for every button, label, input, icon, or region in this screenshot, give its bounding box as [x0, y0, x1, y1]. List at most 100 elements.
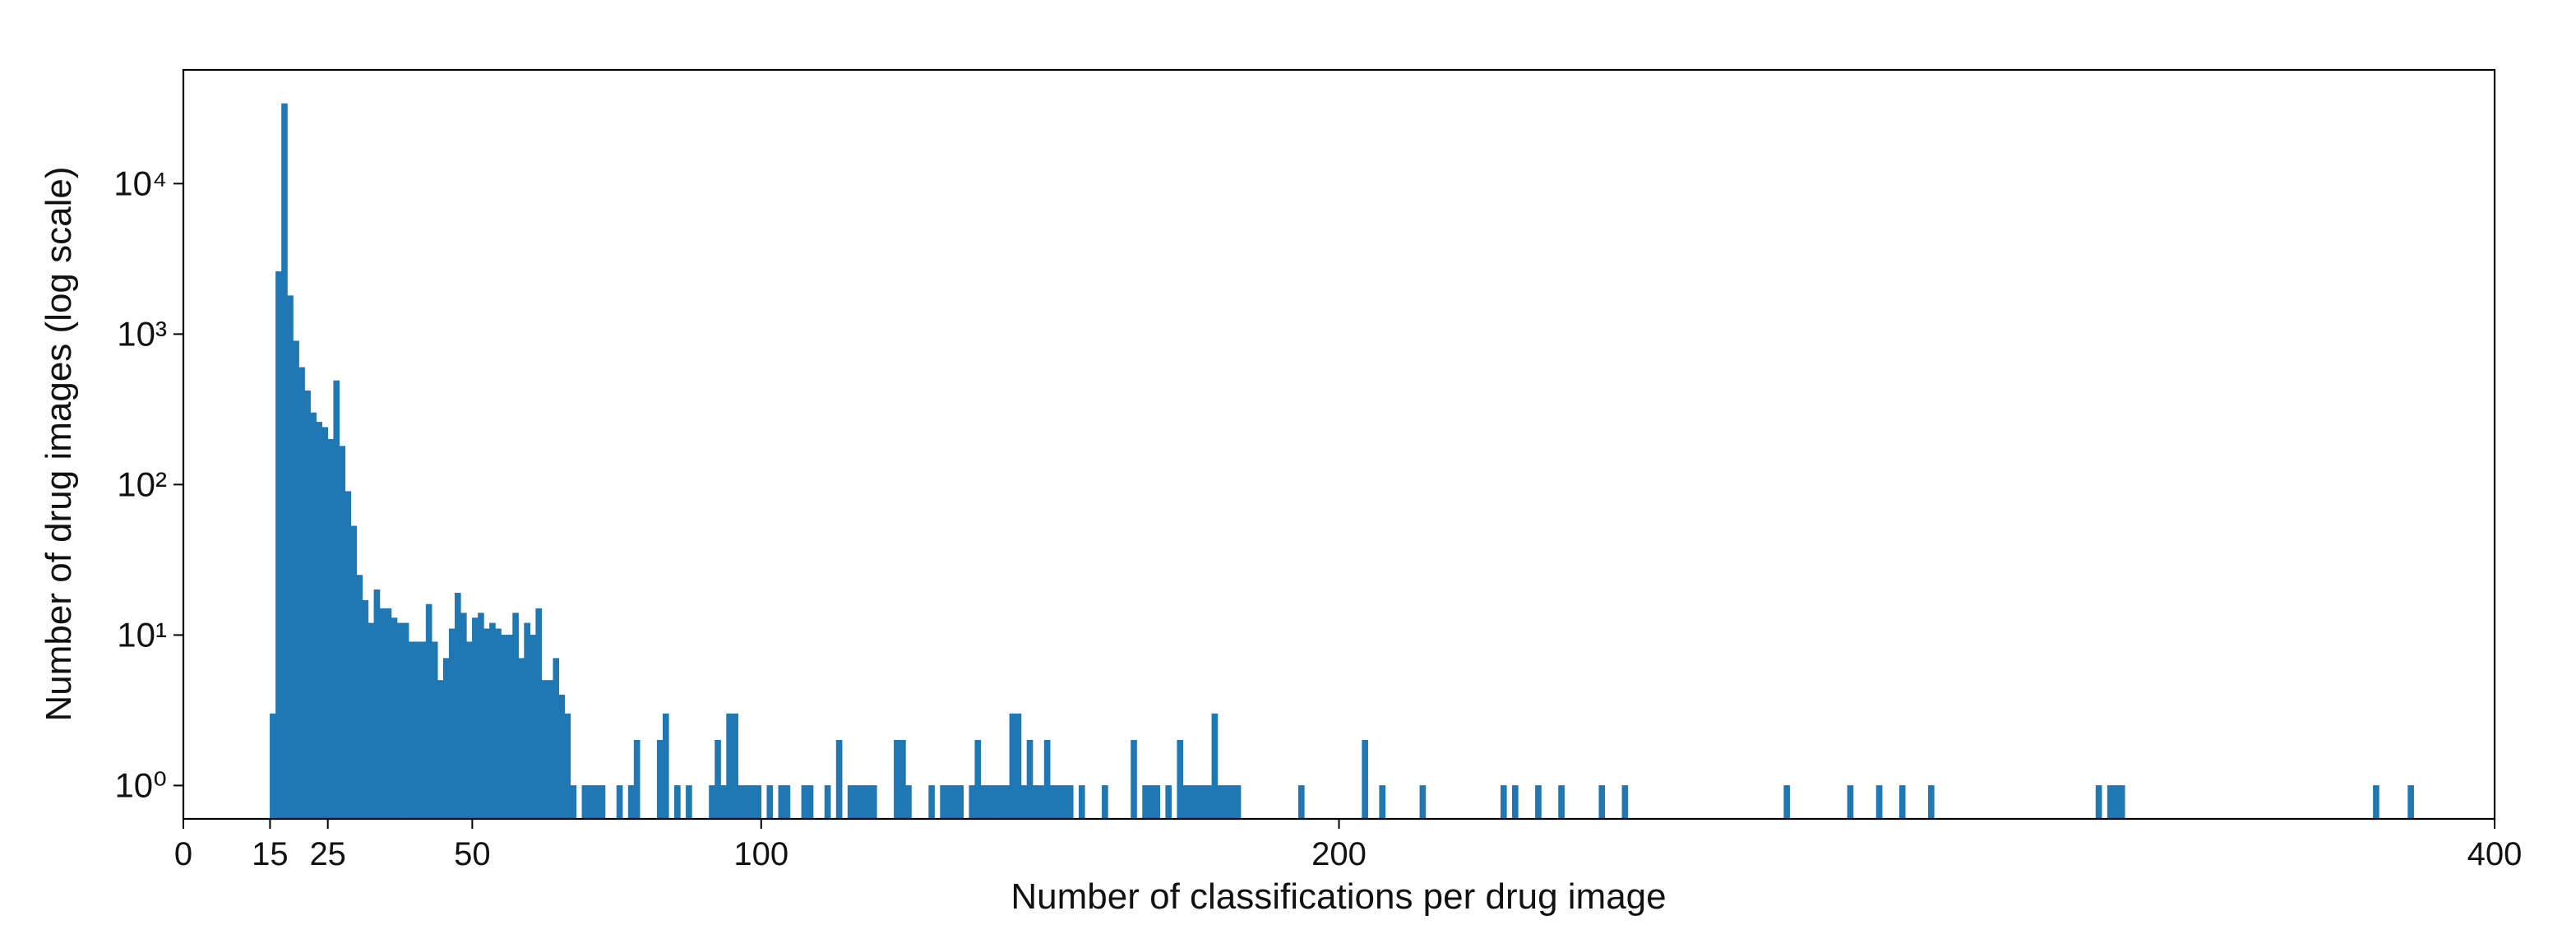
bar — [287, 295, 294, 820]
bar — [402, 622, 409, 820]
bar — [2095, 785, 2102, 820]
bar — [442, 658, 450, 820]
bar — [541, 680, 548, 820]
bar — [986, 785, 993, 820]
bar — [1049, 785, 1057, 820]
bar — [1020, 785, 1028, 820]
bar — [478, 613, 484, 820]
bar — [373, 589, 381, 820]
x-axis-label: Number of classifications per drug image — [1011, 876, 1666, 917]
bar — [518, 658, 525, 820]
bar — [437, 680, 444, 820]
bar — [755, 785, 762, 820]
bar — [466, 641, 473, 820]
bar — [333, 380, 340, 820]
bar — [1211, 713, 1219, 820]
bar — [858, 785, 866, 820]
bar — [928, 785, 935, 820]
bar — [581, 785, 589, 820]
bar — [766, 785, 774, 820]
bar — [460, 613, 467, 820]
bar — [997, 785, 1005, 820]
bar — [1177, 740, 1184, 820]
bar — [489, 622, 496, 820]
bar — [379, 608, 386, 820]
bar — [1003, 785, 1011, 820]
bar — [1298, 785, 1305, 820]
x-tick-label: 0 — [174, 836, 192, 872]
bar — [310, 412, 317, 820]
bar — [350, 525, 358, 820]
bar — [321, 427, 328, 820]
bar — [662, 713, 669, 820]
bar — [1898, 785, 1906, 820]
bar — [1043, 740, 1051, 820]
bar — [1783, 785, 1790, 820]
bar — [448, 628, 456, 820]
bar — [495, 628, 502, 820]
bar — [339, 446, 346, 820]
bar — [1847, 785, 1854, 820]
bar — [784, 785, 791, 820]
bar — [951, 785, 958, 820]
bar — [726, 713, 733, 820]
bar — [535, 608, 543, 820]
bar — [1154, 785, 1160, 820]
bar — [512, 613, 519, 820]
bar — [1055, 785, 1062, 820]
bar — [1038, 785, 1045, 820]
bar — [627, 785, 635, 820]
bar — [530, 635, 536, 820]
bar — [980, 785, 987, 820]
bar — [419, 641, 427, 820]
bar — [425, 603, 432, 820]
bar — [1512, 785, 1519, 820]
bar — [835, 740, 843, 820]
bar — [824, 785, 831, 820]
bar — [686, 785, 692, 820]
bar — [270, 713, 276, 820]
x-tick-label: 50 — [454, 836, 491, 872]
bar — [293, 340, 299, 820]
bar — [709, 785, 715, 820]
bar — [969, 785, 976, 820]
bar — [385, 608, 392, 820]
bar — [327, 438, 335, 820]
bar — [1142, 785, 1149, 820]
bar — [894, 740, 900, 820]
bar — [749, 785, 756, 820]
bar — [1078, 785, 1085, 820]
bar — [1928, 785, 1935, 820]
bar — [1165, 785, 1172, 820]
bar — [431, 641, 438, 820]
bar — [1500, 785, 1507, 820]
bar — [2118, 785, 2125, 820]
x-tick-label: 400 — [2467, 836, 2523, 872]
bar — [656, 740, 664, 820]
bar — [807, 785, 814, 820]
bar — [587, 785, 594, 820]
x-tick-label: 15 — [252, 836, 289, 872]
x-tick-label: 100 — [733, 836, 789, 872]
bar — [900, 740, 906, 820]
bar — [506, 635, 513, 820]
bar — [368, 622, 375, 820]
bar — [570, 785, 577, 820]
bar — [1535, 785, 1542, 820]
bar — [1026, 740, 1034, 820]
bar — [298, 367, 305, 820]
bar — [870, 785, 877, 820]
bar — [732, 713, 738, 820]
bar — [281, 103, 288, 820]
bar — [1223, 785, 1230, 820]
y-axis-label: Number of drug images (log scale) — [39, 167, 79, 722]
bar — [1131, 740, 1137, 820]
bar — [501, 635, 507, 820]
y-tick-label: 10³ — [117, 314, 167, 353]
bar — [1205, 785, 1213, 820]
bar — [593, 785, 600, 820]
bar — [1234, 785, 1242, 820]
bar — [1228, 785, 1236, 820]
